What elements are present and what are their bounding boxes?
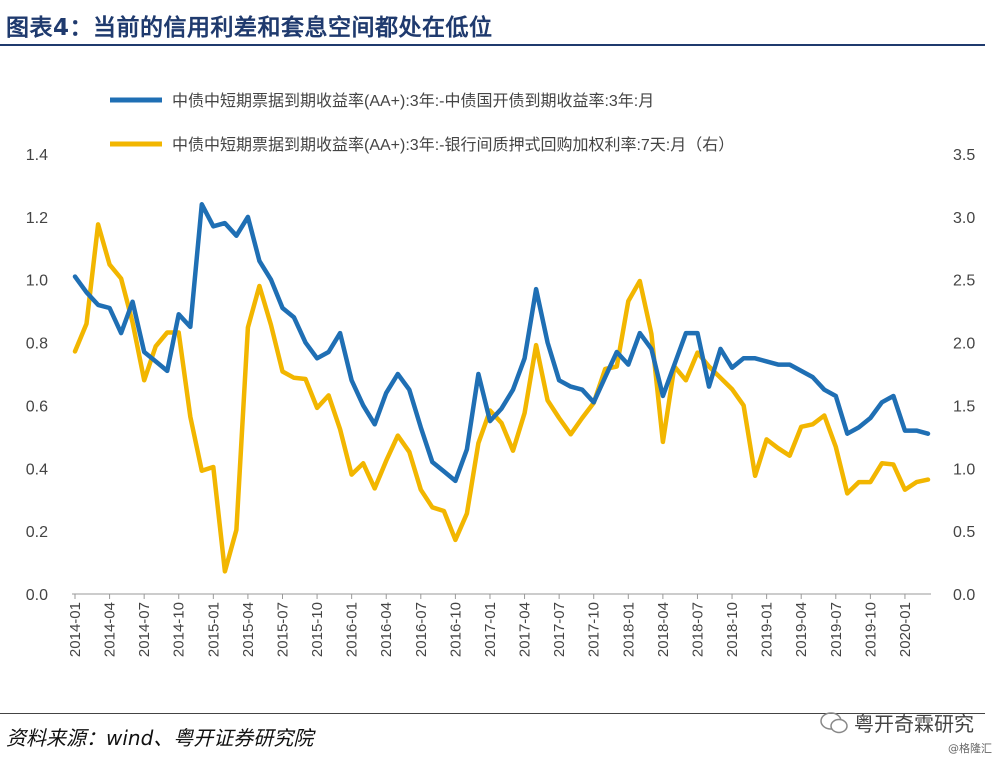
x-tick-label: 2014-10 — [171, 602, 188, 657]
x-tick-label: 2015-10 — [309, 602, 326, 657]
x-tick-label: 2015-01 — [205, 602, 222, 657]
x-tick-label: 2014-07 — [136, 602, 153, 657]
x-tick-label: 2014-04 — [102, 602, 119, 657]
right-tick-label: 3.0 — [953, 210, 975, 227]
x-tick-label: 2016-01 — [344, 602, 361, 657]
left-tick-label: 0.6 — [26, 398, 48, 415]
x-tick-label: 2015-04 — [240, 602, 257, 657]
line-chart: 中债中短期票据到期收益率(AA+):3年:-中债国开债到期收益率:3年:月中债中… — [26, 92, 976, 657]
x-tick-label: 2018-01 — [620, 602, 637, 657]
right-tick-label: 1.0 — [953, 461, 975, 478]
x-tick-label: 2019-07 — [828, 602, 845, 657]
x-tick-label: 2017-10 — [586, 602, 603, 657]
watermark-secondary: @格隆汇 — [948, 742, 992, 755]
x-axis: 2014-01 2014-04 2014-07 2014-10 2015-01 2015-… — [67, 593, 931, 657]
left-y-axis: 0.0 0.2 0.4 0.6 0.8 1.0 1.2 1.4 — [26, 147, 48, 604]
legend: 中债中短期票据到期收益率(AA+):3年:-中债国开债到期收益率:3年:月中债中… — [110, 92, 734, 154]
left-tick-label: 1.2 — [26, 210, 48, 227]
x-tick-label: 2017-04 — [517, 602, 534, 657]
watermark: 粤开奇霖研究 — [820, 708, 974, 737]
chart-title: 图表4：当前的信用利差和套息空间都处在低位 — [6, 15, 493, 41]
source-divider — [0, 713, 985, 714]
title-divider — [0, 44, 985, 46]
x-tick-label: 2019-01 — [759, 602, 776, 657]
x-tick-label: 2015-07 — [274, 602, 291, 657]
left-tick-label: 0.2 — [26, 524, 48, 541]
legend-label-1: 中债中短期票据到期收益率(AA+):3年:-中债国开债到期收益率:3年:月 — [172, 92, 654, 110]
right-tick-label: 1.5 — [953, 398, 975, 415]
x-tick-label: 2016-07 — [413, 602, 430, 657]
x-tick-label: 2019-04 — [793, 602, 810, 657]
right-y-axis: 0.0 0.5 1.0 1.5 2.0 2.5 3.0 3.5 — [953, 147, 975, 604]
right-tick-label: 2.0 — [953, 336, 975, 353]
x-tick-label: 2016-04 — [378, 602, 395, 657]
x-tick-label: 2018-04 — [655, 602, 672, 657]
left-tick-label: 1.0 — [26, 273, 48, 290]
x-tick-label: 2018-07 — [689, 602, 706, 657]
series-line-1 — [72, 202, 931, 484]
right-tick-label: 0.0 — [953, 587, 975, 604]
series-lines — [72, 202, 931, 574]
right-tick-label: 0.5 — [953, 524, 975, 541]
left-tick-label: 0.4 — [26, 461, 48, 478]
series-line-2 — [72, 222, 931, 574]
left-tick-label: 0.0 — [26, 587, 48, 604]
x-tick-label: 2017-07 — [551, 602, 568, 657]
x-tick-label: 2020-01 — [897, 602, 914, 657]
left-tick-label: 0.8 — [26, 336, 48, 353]
wechat-icon — [820, 711, 848, 733]
right-tick-label: 2.5 — [953, 273, 975, 290]
x-tick-label: 2014-01 — [67, 602, 84, 657]
x-tick-label: 2017-01 — [482, 602, 499, 657]
right-tick-label: 3.5 — [953, 147, 975, 164]
legend-label-2: 中债中短期票据到期收益率(AA+):3年:-银行间质押式回购加权利率:7天:月（… — [172, 136, 734, 154]
x-tick-label: 2016-10 — [447, 602, 464, 657]
watermark-text: 粤开奇霖研究 — [854, 712, 974, 736]
source-note: 资料来源：wind、粤开证券研究院 — [6, 726, 314, 750]
left-tick-label: 1.4 — [26, 147, 48, 164]
x-tick-label: 2018-10 — [724, 602, 741, 657]
x-tick-label: 2019-10 — [862, 602, 879, 657]
